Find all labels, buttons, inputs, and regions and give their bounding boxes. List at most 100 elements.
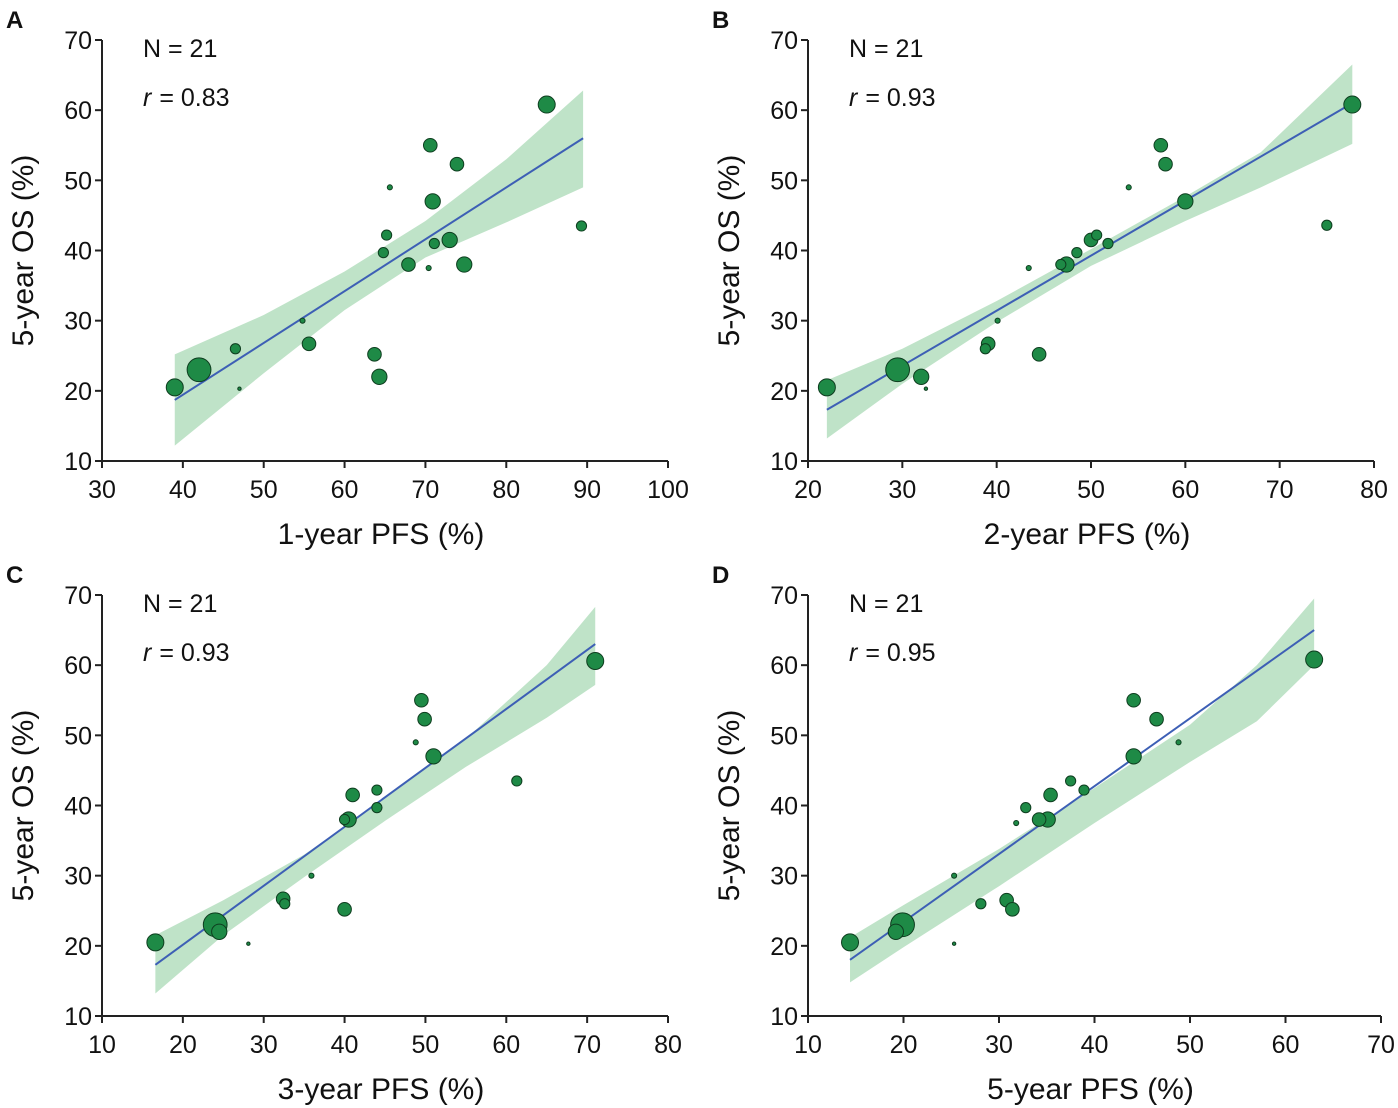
r-label: r = 0.93 <box>849 84 936 112</box>
r-value: = 0.95 <box>865 639 935 667</box>
data-point <box>211 923 228 940</box>
data-point <box>885 357 911 383</box>
x-tick-label: 60 <box>1272 1031 1300 1059</box>
y-tick-label: 20 <box>64 933 92 961</box>
data-point <box>1305 650 1324 669</box>
y-axis-title: 5-year OS (%) <box>713 155 746 347</box>
data-point <box>308 872 315 879</box>
y-tick-label: 40 <box>64 793 92 821</box>
y-tick-label: 50 <box>64 722 92 750</box>
y-tick-label: 30 <box>770 863 798 891</box>
panel-letter: C <box>6 562 23 589</box>
data-point <box>1126 692 1141 708</box>
data-point <box>817 378 836 397</box>
data-point <box>537 95 556 114</box>
data-point <box>381 229 393 241</box>
data-point <box>449 156 465 172</box>
data-point <box>1321 219 1333 231</box>
data-point <box>425 748 442 765</box>
r-label: r = 0.93 <box>143 639 230 667</box>
confidence-band <box>826 64 1353 439</box>
x-tick-label: 60 <box>331 476 359 504</box>
r-label: r = 0.83 <box>143 84 230 112</box>
r-symbol: r <box>849 84 859 112</box>
y-tick-label: 10 <box>64 1003 92 1031</box>
data-point <box>1175 739 1182 746</box>
r-value: = 0.93 <box>865 84 935 112</box>
r-value: = 0.93 <box>159 639 229 667</box>
data-point <box>441 231 458 249</box>
r-symbol: r <box>849 639 859 667</box>
data-point <box>371 368 388 385</box>
x-tick-label: 60 <box>492 1031 520 1059</box>
data-point <box>1071 247 1083 259</box>
data-point <box>511 775 523 787</box>
y-axis-title: 5-year OS (%) <box>713 710 746 902</box>
y-tick-label: 60 <box>770 97 798 125</box>
x-tick-label: 70 <box>1266 476 1294 504</box>
data-point <box>1153 137 1169 153</box>
y-tick-label: 70 <box>64 582 92 610</box>
y-tick-label: 50 <box>770 167 798 195</box>
y-tick-label: 30 <box>64 308 92 336</box>
y-axis-title: 5-year OS (%) <box>7 155 40 347</box>
r-symbol: r <box>143 639 153 667</box>
x-tick-label: 20 <box>169 1031 197 1059</box>
y-tick-label: 60 <box>770 652 798 680</box>
y-tick-label: 10 <box>770 448 798 476</box>
y-tick-label: 40 <box>770 238 798 266</box>
data-point <box>428 237 440 250</box>
y-axis-title: 5-year OS (%) <box>7 710 40 902</box>
x-tick-label: 40 <box>983 476 1011 504</box>
n-label: N = 21 <box>143 35 217 63</box>
data-point <box>1177 193 1194 210</box>
x-tick-label: 40 <box>1081 1031 1109 1059</box>
y-tick-label: 20 <box>770 933 798 961</box>
data-point <box>575 220 588 232</box>
x-tick-label: 10 <box>88 1031 116 1059</box>
panel-d: D 10 20 30 40 50 60 70 10 20 30 40 50 60 70 5-year PFS … <box>712 562 1395 1106</box>
data-point <box>456 256 473 273</box>
panel-letter: D <box>712 562 729 589</box>
data-point <box>1149 711 1164 727</box>
x-tick-label: 50 <box>1176 1031 1204 1059</box>
data-point <box>979 343 991 355</box>
data-point <box>237 386 242 391</box>
x-tick-label: 100 <box>647 476 689 504</box>
data-point <box>422 137 438 153</box>
data-point <box>1158 156 1173 172</box>
y-tick-label: 10 <box>770 1003 798 1031</box>
data-point <box>1125 748 1142 765</box>
regression-line <box>174 137 584 401</box>
r-label: r = 0.95 <box>849 639 936 667</box>
panel-a: A 30 40 50 60 70 80 90 100 10 20 30 40 50 60 70 1-year P… <box>6 7 689 551</box>
n-label: N = 21 <box>143 590 217 618</box>
r-symbol: r <box>143 84 153 112</box>
data-point <box>975 898 987 910</box>
data-point <box>279 898 291 910</box>
panel-letter: A <box>6 7 23 34</box>
x-tick-label: 20 <box>794 476 822 504</box>
data-point <box>186 357 212 383</box>
y-tick-label: 50 <box>770 722 798 750</box>
x-axis-title: 5-year PFS (%) <box>987 1073 1194 1106</box>
data-point <box>1055 258 1067 271</box>
y-tick-label: 40 <box>770 793 798 821</box>
data-point <box>951 941 957 946</box>
y-tick-label: 10 <box>64 448 92 476</box>
y-tick-label: 70 <box>64 27 92 55</box>
y-tick-label: 20 <box>64 378 92 406</box>
data-point <box>586 651 605 670</box>
data-point <box>1031 347 1047 362</box>
x-axis-title: 3-year PFS (%) <box>278 1073 485 1106</box>
x-tick-label: 40 <box>331 1031 359 1059</box>
x-tick-label: 50 <box>1077 476 1105 504</box>
data-point <box>1065 775 1077 787</box>
confidence-band <box>850 598 1315 983</box>
data-point <box>386 184 393 191</box>
data-point <box>1343 95 1362 114</box>
data-point <box>165 378 184 397</box>
x-tick-label: 30 <box>888 476 916 504</box>
data-point <box>401 257 416 272</box>
x-tick-label: 10 <box>794 1031 822 1059</box>
